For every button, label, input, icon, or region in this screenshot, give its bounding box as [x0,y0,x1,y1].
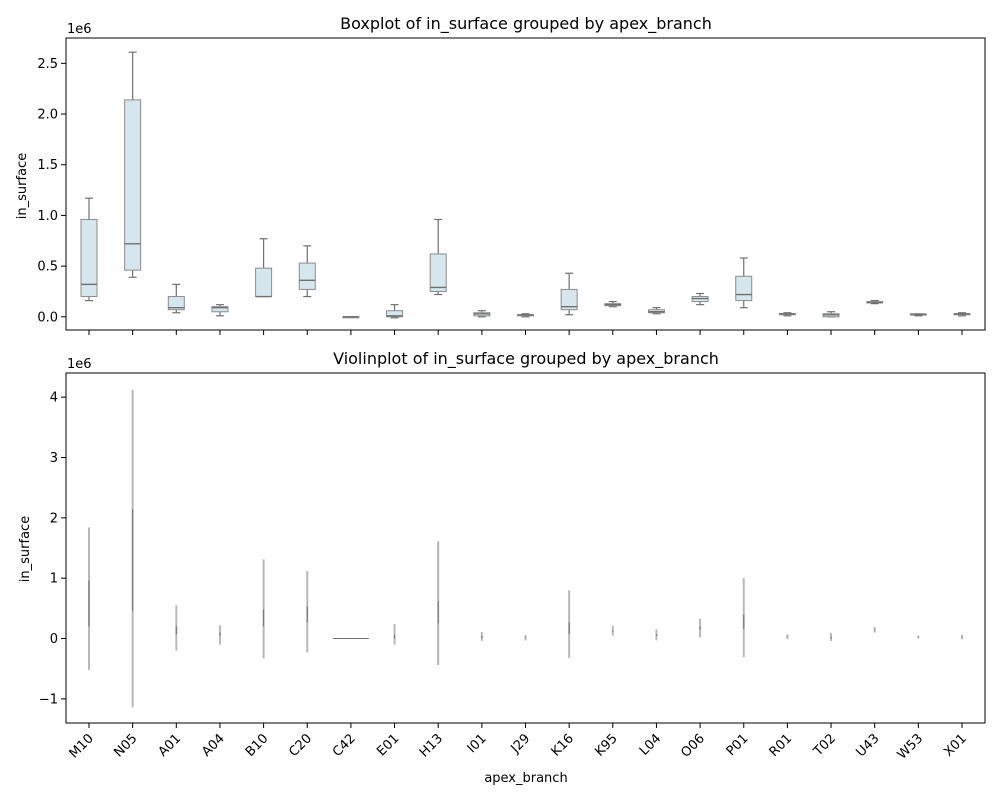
box-K16 [560,272,578,316]
violinplot-xticks: M10 N05 A01 A04 B10 C20 C42 E01 H13 I01 J29 K16 K95 L… [67,723,970,763]
violinplot-xtick-label: I01 [465,731,490,756]
violinplot-ytick-label: −1 [39,692,58,707]
box-body [560,288,578,311]
violinplot-xtick-label: J29 [508,731,534,757]
box-M10 [80,197,98,302]
box-W53 [909,313,927,317]
violinplot-xtick-label: M10 [67,731,97,761]
boxplot-ylabel: in_surface [15,153,30,219]
box-body [298,262,316,290]
violinplot-ytick-label: 2 [50,511,58,526]
violinplot-ylabel: in_surface [18,516,33,582]
box-U43 [866,299,884,305]
violinplot-xlabel: apex_branch [484,771,567,786]
box-X01 [953,312,971,317]
violinplot-xtick-label: P01 [724,731,752,759]
boxplot-offset-label: 1e6 [67,22,92,37]
box-E01 [386,304,404,319]
violinplot-xtick-label: A04 [199,731,228,760]
violinplot-ytick-label: 3 [50,451,58,466]
violinplot-xtick-label: B10 [243,731,272,760]
violinplot-marks [88,389,963,708]
box-A01 [167,283,185,314]
box-L04 [647,307,665,315]
violinplot-xtick-label: N05 [111,731,140,760]
violinplot-xtick-label: K16 [549,731,577,759]
violinplot-xtick-label: C20 [286,731,315,760]
box-body [255,267,273,298]
box-body [167,296,185,311]
violinplot-offset-label: 1e6 [67,357,92,372]
violinplot-xtick-label: L04 [637,731,664,758]
box-P01 [735,257,753,309]
box-J29 [517,313,534,318]
boxplot-yticks: 0.0 0.5 1.0 1.5 2.0 2.5 [37,57,66,325]
box-body [386,310,404,318]
violinplot-ytick-label: 1 [50,572,58,587]
box-C42 [342,316,360,319]
boxplot-ytick-label: 0.5 [37,260,58,275]
box-B10 [255,238,273,298]
box-C20 [298,245,316,298]
violinplot-ytick-label: 4 [50,391,58,406]
violinplot-panel: Violinplot of in_surface grouped by apex… [18,349,986,786]
box-body [429,253,447,292]
boxplot-xticks [88,330,963,335]
violinplot-xtick-label: C42 [330,731,359,760]
violinplot-xtick-label: O06 [678,731,708,761]
violinplot-xtick-label: E01 [374,731,402,759]
box-body [80,218,98,298]
box-O06 [691,292,709,306]
box-body [211,306,229,313]
violinplot-xtick-label: K95 [592,731,620,759]
violinplot-xtick-label: R01 [767,731,796,760]
violinplot-ytick-label: 0 [50,632,58,647]
boxplot-panel: Boxplot of in_surface grouped by apex_br… [15,14,986,335]
violinplot-xtick-label: U43 [853,731,882,760]
violinplot-xtick-label: A01 [156,731,185,760]
boxplot-ytick-label: 1.5 [37,158,58,173]
box-K95 [604,301,622,308]
boxplot-ytick-label: 1.0 [37,209,58,224]
box-I01 [473,310,491,318]
boxplot-ytick-label: 2.0 [37,108,58,123]
violinplot-xtick-label: W53 [895,731,926,762]
boxplot-axes-frame [65,37,986,331]
box-T02 [822,311,840,318]
box-N05 [124,51,142,278]
violinplot-xtick-label: X01 [941,731,970,760]
box-body [735,275,753,302]
violinplot-title: Violinplot of in_surface grouped by apex… [333,349,719,369]
box-H13 [429,218,447,296]
boxplot-marks [80,51,971,319]
violinplot-xtick-label: H13 [417,731,446,760]
box-body [124,99,142,271]
violinplot-yticks: −1 0 1 2 3 4 [39,391,66,707]
boxplot-ytick-label: 2.5 [37,57,58,72]
boxplot-title: Boxplot of in_surface grouped by apex_br… [340,14,712,34]
box-R01 [778,312,796,317]
boxplot-ytick-label: 0.0 [37,310,58,325]
box-A04 [211,304,229,317]
violinplot-axes-frame [65,372,986,724]
violinplot-xtick-label: T02 [810,731,839,760]
